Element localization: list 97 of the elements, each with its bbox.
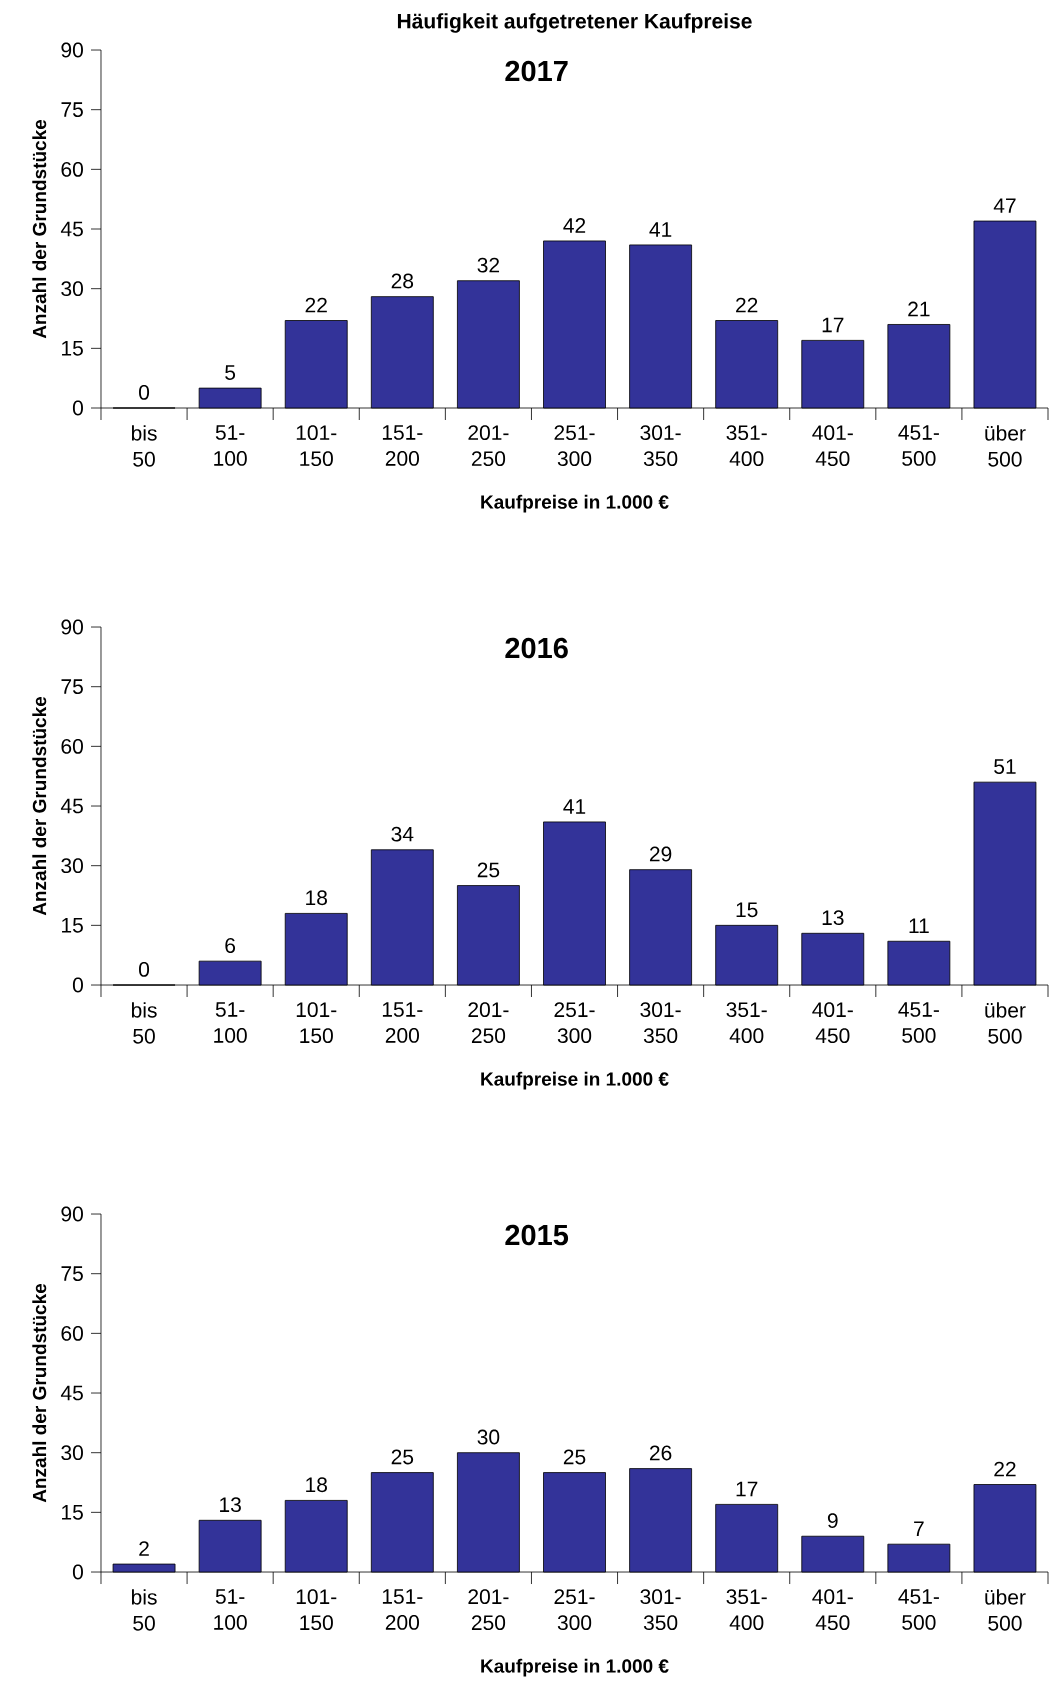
x-tick-label: 301-350 — [640, 1002, 681, 1044]
data-label: 15 — [736, 902, 758, 918]
x-axis-title: Kaufpreise in 1.000 € — [481, 494, 669, 513]
data-label: 28 — [391, 273, 414, 289]
x-tick-label: 301-350 — [640, 1589, 681, 1631]
data-label: 2 — [139, 1541, 149, 1556]
data-label: 9 — [827, 1513, 838, 1529]
x-tick-label: 151-200 — [382, 425, 423, 466]
y-tick-label: 15 — [62, 918, 83, 933]
x-tick-label: 401-450 — [812, 1589, 853, 1631]
data-label: 47 — [993, 198, 1016, 213]
x-tick-label: 201-250 — [468, 1589, 509, 1631]
x-tick-label: 151-200 — [382, 1589, 423, 1630]
x-tick-label: bis 50 — [131, 1589, 157, 1631]
data-label: 34 — [391, 826, 414, 842]
data-label: 0 — [139, 961, 150, 977]
x-tick-label: 51-100 — [214, 425, 247, 466]
data-label: 18 — [306, 1477, 327, 1493]
x-tick-label: 51-100 — [214, 1589, 247, 1630]
data-label: 22 — [305, 297, 327, 313]
y-tick-label: 15 — [62, 341, 83, 356]
y-axis-title: Anzahl der Grundstücke — [32, 1283, 47, 1503]
y-tick-label: 75 — [61, 679, 83, 695]
x-tick-label: 251-300 — [554, 1589, 595, 1631]
x-tick-label: 101-150 — [296, 425, 337, 467]
x-tick-label: 101-150 — [296, 1589, 337, 1631]
y-tick-label: 60 — [61, 161, 83, 177]
data-label: 11 — [909, 918, 929, 934]
y-tick-label: 30 — [61, 858, 83, 874]
data-label: 42 — [563, 218, 586, 233]
data-label: 17 — [822, 317, 844, 333]
data-label: 25 — [477, 862, 500, 878]
x-tick-label: 201-250 — [468, 1002, 509, 1044]
data-label: 0 — [139, 384, 150, 400]
y-tick-label: 60 — [61, 1325, 83, 1341]
chart-subtitle: 2016 — [505, 637, 568, 659]
x-tick-label: 351-400 — [726, 1002, 767, 1044]
chart-subtitle: 2017 — [505, 60, 568, 82]
x-tick-label: bis 50 — [131, 1002, 157, 1044]
y-tick-label: 90 — [61, 619, 83, 635]
y-tick-label: 90 — [61, 1206, 83, 1222]
data-label: 18 — [306, 890, 327, 906]
y-tick-label: 75 — [61, 1266, 83, 1282]
data-label: 22 — [994, 1461, 1016, 1477]
x-tick-label: 301-350 — [640, 425, 681, 467]
y-tick-label: 0 — [72, 977, 83, 993]
x-tick-label: 401-450 — [812, 425, 853, 467]
x-axis-title: Kaufpreise in 1.000 € — [481, 1071, 669, 1090]
data-label: 25 — [391, 1449, 414, 1465]
data-label: 25 — [563, 1449, 586, 1465]
data-label: 26 — [649, 1445, 672, 1461]
chart-title: Häufigkeit aufgetretener Kaufpreise — [397, 13, 752, 33]
data-label: 41 — [563, 799, 586, 814]
x-axis-title: Kaufpreise in 1.000 € — [481, 1658, 669, 1677]
data-label: 41 — [649, 222, 672, 237]
data-label: 32 — [477, 257, 500, 273]
y-axis-title: Anzahl der Grundstücke — [32, 696, 47, 916]
x-tick-label: 251-300 — [554, 1002, 595, 1044]
y-tick-label: 90 — [61, 42, 83, 58]
data-label: 30 — [477, 1429, 500, 1445]
y-tick-label: 30 — [61, 281, 83, 297]
x-tick-label: 451-500 — [898, 1002, 939, 1043]
data-label: 29 — [649, 846, 672, 862]
y-tick-label: 75 — [61, 102, 83, 118]
data-label: 13 — [220, 1497, 241, 1513]
x-tick-label: über 500 — [985, 1002, 1026, 1044]
x-tick-label: bis 50 — [131, 425, 157, 467]
y-axis-title: Anzahl der Grundstücke — [32, 119, 47, 339]
data-label: 7 — [914, 1521, 924, 1536]
x-tick-label: 51-100 — [214, 1002, 247, 1043]
x-tick-label: 401-450 — [812, 1002, 853, 1044]
data-label: 22 — [736, 297, 758, 313]
x-tick-label: 201-250 — [468, 425, 509, 467]
x-tick-label: 151-200 — [382, 1002, 423, 1043]
data-label: 6 — [225, 938, 236, 953]
x-tick-label: 451-500 — [898, 425, 939, 466]
x-tick-label: 351-400 — [726, 425, 767, 467]
data-label: 51 — [994, 759, 1016, 774]
y-tick-label: 45 — [60, 221, 83, 237]
y-tick-label: 0 — [72, 1564, 83, 1580]
data-label: 13 — [822, 910, 844, 926]
x-tick-label: 101-150 — [296, 1002, 337, 1044]
x-tick-label: über 500 — [985, 425, 1026, 467]
y-tick-label: 0 — [72, 400, 83, 416]
x-tick-label: 351-400 — [726, 1589, 767, 1631]
y-tick-label: 30 — [61, 1445, 83, 1461]
data-label: 21 — [908, 301, 930, 317]
x-tick-label: 251-300 — [554, 425, 595, 467]
y-tick-label: 15 — [62, 1505, 83, 1520]
data-label: 5 — [225, 365, 236, 380]
x-tick-label: 451-500 — [898, 1589, 939, 1630]
y-tick-label: 60 — [61, 738, 83, 754]
data-label: 17 — [736, 1481, 758, 1497]
y-tick-label: 45 — [60, 1385, 83, 1401]
x-tick-label: über 500 — [985, 1589, 1026, 1631]
y-tick-label: 45 — [60, 798, 83, 814]
chart-subtitle: 2015 — [505, 1224, 569, 1246]
